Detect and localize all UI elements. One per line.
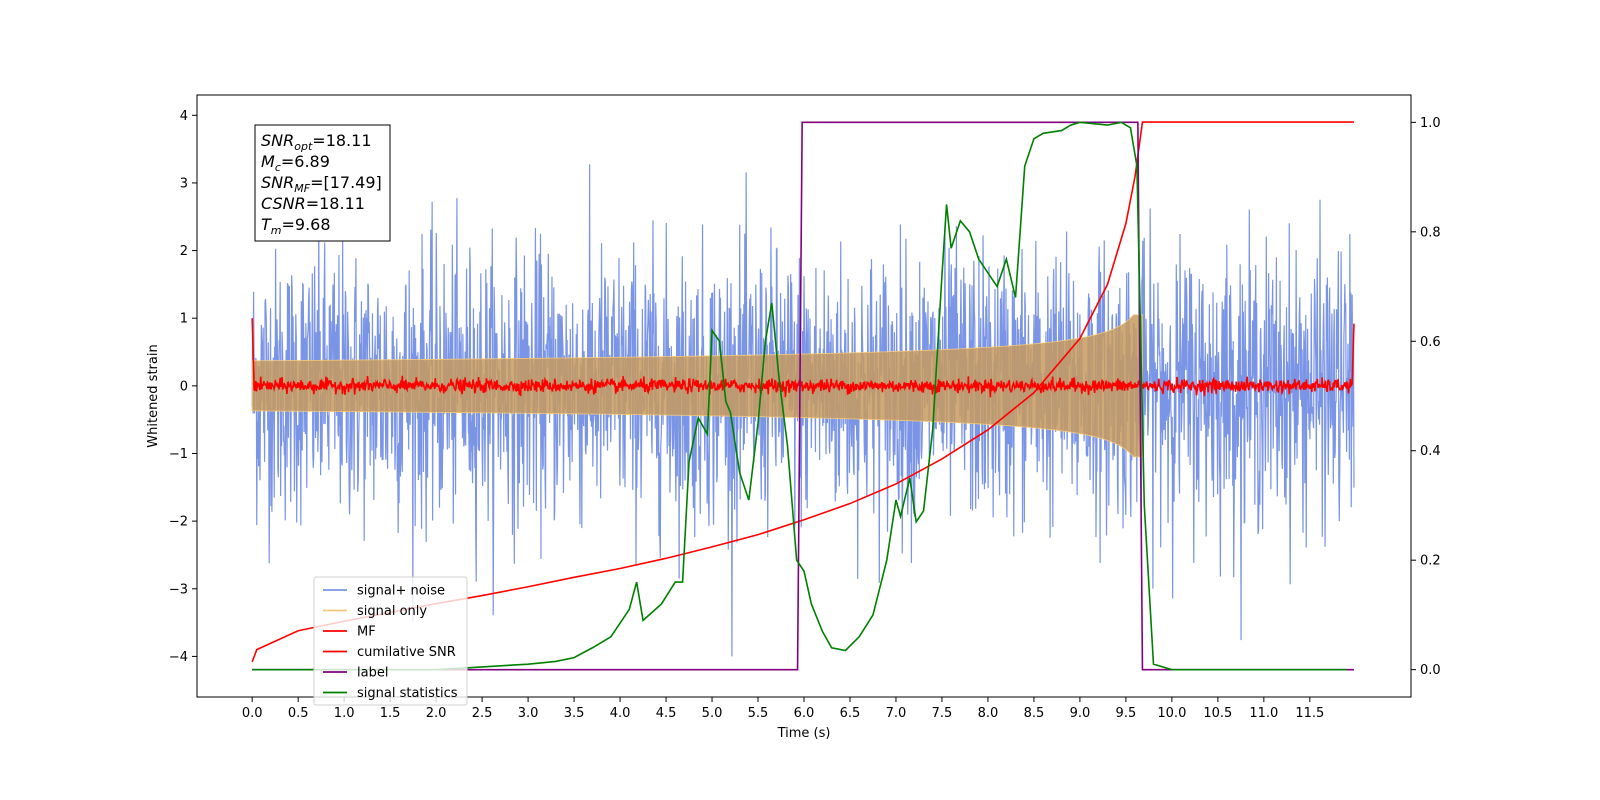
x-tick-label: 0.0 — [242, 706, 263, 721]
y-tick-label: −3 — [169, 582, 188, 597]
y-tick-label: 1 — [180, 312, 188, 327]
y-axis-left: 4 3 2 1 0 −1 −2 −3 −4 — [169, 109, 197, 665]
x-tick-label: 1.5 — [380, 706, 401, 721]
legend-label: signal statistics — [357, 686, 458, 701]
y-tick-label: 2 — [180, 244, 188, 259]
mf-series — [251, 318, 1355, 398]
x-tick-label: 0.5 — [288, 706, 309, 721]
legend-label: signal+ noise — [357, 584, 445, 599]
y2-tick-label: 0.4 — [1420, 444, 1441, 459]
legend-frame — [313, 576, 468, 706]
y-axis-right: 1.0 0.8 0.6 0.4 0.2 0.0 — [1411, 116, 1441, 678]
x-tick-label: 4.0 — [610, 706, 631, 721]
info-line: SNRopt=18.11 — [261, 131, 372, 153]
y2-tick-label: 0.8 — [1420, 225, 1441, 240]
mf-line — [251, 318, 1355, 398]
y-tick-label: 4 — [180, 109, 188, 124]
x-tick-label: 11.0 — [1249, 706, 1278, 721]
y2-tick-label: 1.0 — [1420, 116, 1441, 131]
x-tick-label: 7.5 — [932, 706, 953, 721]
info-line: Tm=9.68 — [261, 215, 331, 237]
x-tick-label: 10.5 — [1203, 706, 1232, 721]
y-axis-label: Whitened strain — [146, 344, 161, 447]
info-line: CSNR=18.11 — [261, 194, 365, 213]
x-tick-label: 6.5 — [840, 706, 861, 721]
legend: signal+ noise signal only MF cumilative SNR… — [313, 576, 468, 706]
info-box: SNRopt=18.11Mc=6.89SNRMF=[17.49]CSNR=18.… — [254, 124, 391, 242]
legend-label: MF — [357, 625, 376, 640]
info-line: SNRMF=[17.49] — [261, 173, 382, 195]
x-tick-label: 10.0 — [1157, 706, 1186, 721]
x-tick-label: 9.5 — [1116, 706, 1137, 721]
y-tick-label: −1 — [169, 447, 188, 462]
x-tick-label: 5.0 — [702, 706, 723, 721]
x-tick-label: 4.5 — [656, 706, 677, 721]
x-tick-label: 5.5 — [748, 706, 769, 721]
x-tick-label: 2.5 — [472, 706, 493, 721]
y2-tick-label: 0.6 — [1420, 335, 1441, 350]
x-tick-label: 2.0 — [426, 706, 447, 721]
info-line: Mc=6.89 — [261, 152, 330, 174]
x-tick-label: 11.5 — [1295, 706, 1324, 721]
y-tick-label: −4 — [169, 650, 188, 665]
x-tick-label: 8.0 — [978, 706, 999, 721]
x-tick-label: 7.0 — [886, 706, 907, 721]
x-tick-label: 9.0 — [1070, 706, 1091, 721]
y-tick-label: 3 — [180, 176, 188, 191]
x-tick-label: 3.5 — [564, 706, 585, 721]
y2-tick-label: 0.2 — [1420, 554, 1441, 569]
legend-label: label — [357, 666, 388, 681]
legend-label: signal only — [357, 604, 427, 619]
y2-tick-label: 0.0 — [1420, 663, 1441, 678]
signal-statistics-line — [252, 121, 1347, 671]
y-tick-label: −2 — [169, 515, 188, 530]
x-axis-label: Time (s) — [777, 726, 831, 741]
info-box-frame — [254, 124, 391, 242]
x-axis: 0.0 0.5 1.0 1.5 2.0 2.5 3.0 3.5 4.0 4.5 5.0 5.5 6.0 6… — [242, 697, 1324, 721]
y-tick-label: 0 — [180, 379, 188, 394]
x-tick-label: 3.0 — [518, 706, 539, 721]
legend-label: cumilative SNR — [357, 645, 456, 660]
x-tick-label: 1.0 — [334, 706, 355, 721]
x-tick-label: 6.0 — [794, 706, 815, 721]
x-tick-label: 8.5 — [1024, 706, 1045, 721]
